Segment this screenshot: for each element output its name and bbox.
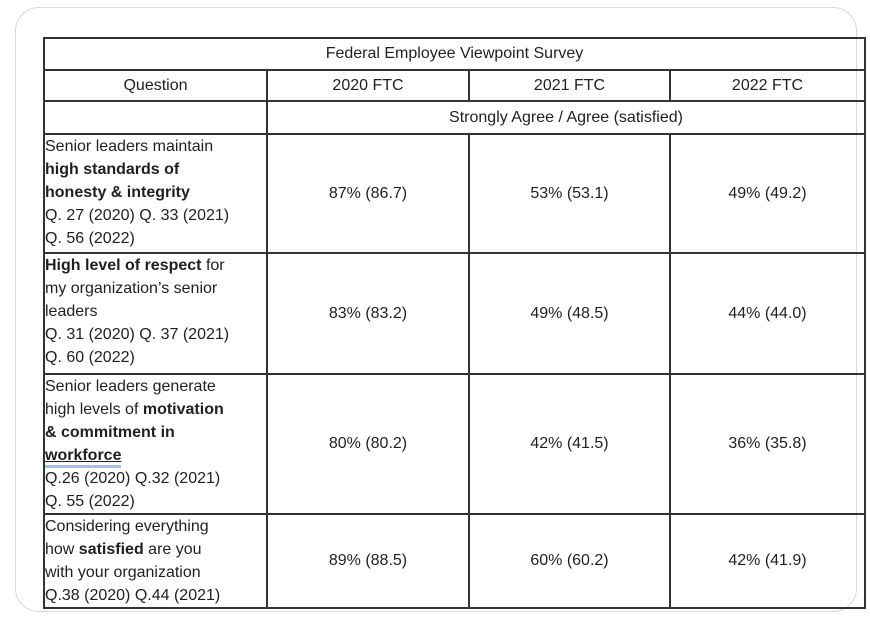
bold-term: high standards of [45,161,180,178]
question-text: Q.26 (2020) Q.32 (2021) [45,470,221,487]
question-text: Q. 27 (2020) Q. 33 (2021) [45,207,230,224]
table-row: Senior leaders maintain high standards of… [43,133,866,254]
question-text: Considering everything [45,518,209,535]
question-text: Q. 60 (2022) [45,349,135,366]
survey-table: Federal Employee Viewpoint Survey Questi… [43,37,866,609]
table-title: Federal Employee Viewpoint Survey [43,37,866,71]
column-header-2020-ftc: 2020 FTC [266,69,470,102]
table-row: Senior leaders generate high levels of mo… [43,373,866,515]
question-text: for [201,257,225,274]
value-cell-2020: 80% (80.2) [266,373,470,515]
table-title-row: Federal Employee Viewpoint Survey [43,37,866,71]
table-row: High level of respect for my organization… [43,252,866,375]
bold-term: satisfied [78,541,144,558]
bold-term: honesty & integrity [45,184,190,201]
question-cell: Senior leaders generate high levels of mo… [43,373,268,515]
question-text: Q. 56 (2022) [45,230,135,247]
value-cell-2022: 36% (35.8) [669,373,866,515]
underlined-term: workforce [45,447,122,468]
value-cell-2022: 44% (44.0) [669,252,866,375]
table-subheader-row: Strongly Agree / Agree (satisfied) [43,100,866,135]
table-row: Considering everything how satisfied are … [43,513,866,609]
question-text: Q. 55 (2022) [45,493,135,510]
question-text: with your organization [45,564,201,581]
value-cell-2021: 53% (53.1) [468,133,671,254]
question-text: leaders [45,303,98,320]
bold-term: & commitment in [45,424,175,441]
question-text: how [45,541,79,558]
question-text: Senior leaders maintain [45,138,214,155]
question-cell: Considering everything how satisfied are … [43,513,268,609]
question-cell: High level of respect for my organization… [43,252,268,375]
question-cell: Senior leaders maintain high standards of… [43,133,268,254]
question-text: Q.38 (2020) Q.44 (2021) [45,587,221,604]
column-header-2022-ftc: 2022 FTC [669,69,866,102]
value-cell-2021: 60% (60.2) [468,513,671,609]
value-cell-2021: 42% (41.5) [468,373,671,515]
value-cell-2021: 49% (48.5) [468,252,671,375]
value-cell-2020: 87% (86.7) [266,133,470,254]
column-header-question: Question [43,69,268,102]
subheader-cell: Strongly Agree / Agree (satisfied) [266,100,866,135]
table-body: Senior leaders maintain high standards of… [43,133,866,609]
value-cell-2020: 83% (83.2) [266,252,470,375]
subheader-empty-cell [43,100,268,135]
slide-card: Federal Employee Viewpoint Survey Questi… [15,7,866,612]
question-text: are you [143,541,202,558]
value-cell-2022: 42% (41.9) [669,513,866,609]
question-text: Q. 31 (2020) Q. 37 (2021) [45,326,230,343]
column-header-2021-ftc: 2021 FTC [468,69,671,102]
bold-term: High level of respect [45,257,202,274]
table-header-row: Question 2020 FTC 2021 FTC 2022 FTC [43,69,866,102]
value-cell-2022: 49% (49.2) [669,133,866,254]
question-text: my organization’s senior [45,280,218,297]
question-text: high levels of [45,401,143,418]
value-cell-2020: 89% (88.5) [266,513,470,609]
question-text: Senior leaders generate [45,378,216,395]
bold-term: motivation [142,401,224,418]
